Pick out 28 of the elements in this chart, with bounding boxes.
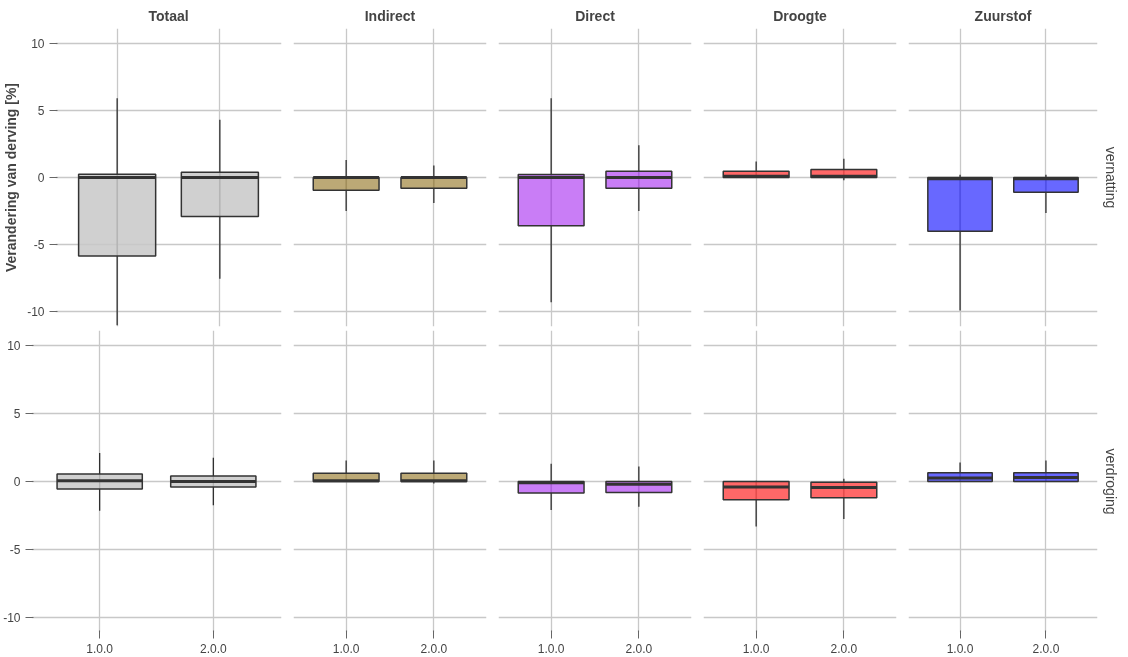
y-tick-label: 0 bbox=[37, 171, 45, 185]
text: verdroging bbox=[1102, 448, 1119, 515]
x-tick-label: 2.0.0 bbox=[199, 641, 227, 656]
y-tick-label: 5 bbox=[13, 406, 21, 421]
chart-title: Direct bbox=[575, 7, 616, 24]
text: vernatting bbox=[1102, 146, 1119, 209]
y-tick-label: 10 bbox=[7, 338, 21, 353]
x-tick-label: 2.0.0 bbox=[830, 641, 858, 656]
x-tick-label: 2.0.0 bbox=[420, 641, 448, 656]
y-tick-label: -5 bbox=[33, 238, 45, 253]
x-tick-label: 1.0.0 bbox=[86, 641, 114, 656]
y-tick-label: -10 bbox=[3, 611, 21, 626]
x-tick-label: 2.0.0 bbox=[625, 641, 653, 656]
chart-title: Totaal bbox=[148, 7, 189, 24]
y-axis-title: Verandering van derving [%] bbox=[3, 82, 20, 273]
x-tick-label: 1.0.0 bbox=[332, 641, 360, 656]
y-tick-label: 5 bbox=[37, 103, 45, 118]
x-tick-label: 1.0.0 bbox=[537, 641, 565, 656]
chart-title: Droogte bbox=[773, 7, 828, 24]
chart-title: Indirect bbox=[364, 7, 416, 24]
y-tick-label: -5 bbox=[9, 543, 21, 558]
x-tick-label: 1.0.0 bbox=[946, 641, 974, 656]
x-tick-label: 1.0.0 bbox=[742, 641, 770, 656]
x-tick-label: 2.0.0 bbox=[1032, 641, 1060, 656]
chart-title: Zuurstof bbox=[974, 7, 1032, 24]
y-tick-label: 0 bbox=[13, 475, 21, 489]
y-tick-label: 10 bbox=[31, 36, 45, 51]
y-tick-label: -10 bbox=[27, 305, 45, 320]
